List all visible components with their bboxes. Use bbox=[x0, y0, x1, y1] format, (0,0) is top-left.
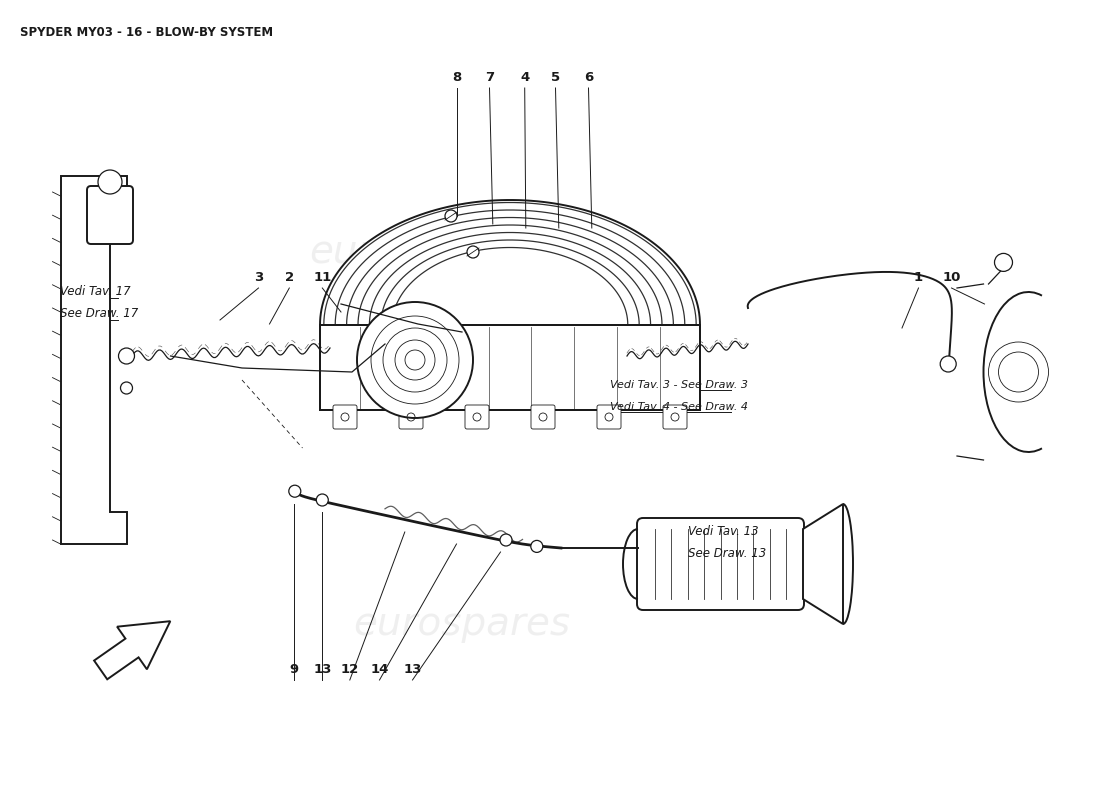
Polygon shape bbox=[803, 504, 843, 624]
Text: 13: 13 bbox=[314, 663, 331, 676]
Text: 7: 7 bbox=[485, 71, 494, 84]
Text: Vedi Tav. 13: Vedi Tav. 13 bbox=[688, 525, 758, 538]
FancyBboxPatch shape bbox=[637, 518, 804, 610]
Circle shape bbox=[994, 254, 1012, 271]
FancyBboxPatch shape bbox=[399, 405, 424, 429]
Circle shape bbox=[468, 246, 478, 258]
Circle shape bbox=[317, 494, 328, 506]
Text: See Draw. 13: See Draw. 13 bbox=[688, 547, 766, 560]
Text: Vedi Tav. 4 - See Draw. 4: Vedi Tav. 4 - See Draw. 4 bbox=[610, 402, 748, 412]
FancyBboxPatch shape bbox=[597, 405, 622, 429]
FancyBboxPatch shape bbox=[663, 405, 688, 429]
Text: 1: 1 bbox=[914, 271, 923, 284]
Circle shape bbox=[358, 302, 473, 418]
Text: 13: 13 bbox=[404, 663, 421, 676]
Text: 8: 8 bbox=[452, 71, 461, 84]
Text: SPYDER MY03 - 16 - BLOW-BY SYSTEM: SPYDER MY03 - 16 - BLOW-BY SYSTEM bbox=[20, 26, 273, 38]
Circle shape bbox=[989, 342, 1048, 402]
Circle shape bbox=[531, 541, 542, 552]
Polygon shape bbox=[320, 200, 700, 410]
Circle shape bbox=[98, 170, 122, 194]
Polygon shape bbox=[95, 621, 170, 679]
Circle shape bbox=[999, 352, 1038, 392]
Text: 4: 4 bbox=[520, 71, 529, 84]
FancyBboxPatch shape bbox=[531, 405, 556, 429]
Text: 10: 10 bbox=[943, 271, 960, 284]
Text: eurospares: eurospares bbox=[309, 233, 527, 271]
Text: eurospares: eurospares bbox=[353, 605, 571, 643]
Text: See Draw. 17: See Draw. 17 bbox=[60, 307, 139, 320]
Circle shape bbox=[121, 382, 132, 394]
Circle shape bbox=[500, 534, 512, 546]
FancyBboxPatch shape bbox=[87, 186, 133, 244]
Text: 3: 3 bbox=[254, 271, 263, 284]
FancyBboxPatch shape bbox=[465, 405, 490, 429]
Text: 12: 12 bbox=[341, 663, 359, 676]
Text: 9: 9 bbox=[289, 663, 298, 676]
Text: 2: 2 bbox=[285, 271, 294, 284]
Circle shape bbox=[289, 485, 300, 498]
Text: 6: 6 bbox=[584, 71, 593, 84]
Text: Vedi Tav. 3 - See Draw. 3: Vedi Tav. 3 - See Draw. 3 bbox=[610, 379, 748, 390]
Polygon shape bbox=[60, 176, 126, 544]
Text: Vedi Tav. 17: Vedi Tav. 17 bbox=[60, 285, 131, 298]
FancyBboxPatch shape bbox=[333, 405, 358, 429]
Text: 11: 11 bbox=[314, 271, 331, 284]
Circle shape bbox=[940, 356, 956, 372]
Circle shape bbox=[119, 348, 134, 364]
Text: 5: 5 bbox=[551, 71, 560, 84]
Text: 14: 14 bbox=[371, 663, 388, 676]
Circle shape bbox=[446, 210, 456, 222]
